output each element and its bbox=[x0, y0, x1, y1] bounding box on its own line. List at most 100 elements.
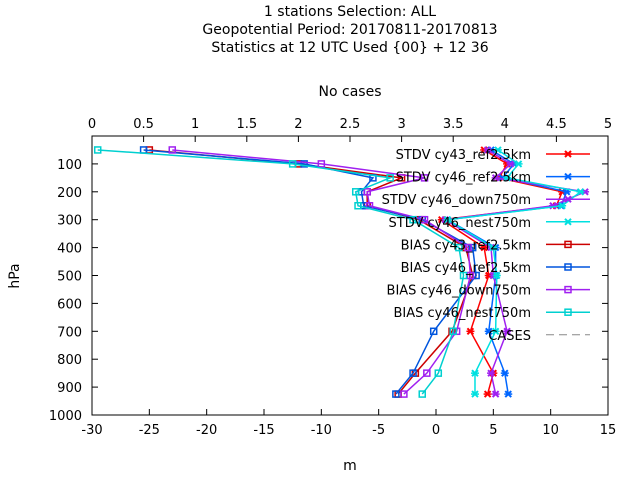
data-point bbox=[363, 188, 371, 196]
data-point bbox=[503, 327, 512, 336]
data-point bbox=[492, 271, 501, 280]
y-tick-label: 900 bbox=[57, 381, 82, 396]
y-tick-label: 300 bbox=[57, 214, 82, 229]
data-point bbox=[434, 369, 443, 377]
x2-axis-label: No cases bbox=[319, 84, 382, 100]
y-tick-label: 400 bbox=[57, 242, 82, 257]
legend-entry: CASES bbox=[488, 329, 590, 344]
x-tick-label: 5 bbox=[489, 423, 497, 438]
y-tick-label: 1000 bbox=[49, 409, 82, 424]
data-point bbox=[470, 369, 479, 377]
title-line-2: Geopotential Period: 20170811-20170813 bbox=[202, 22, 497, 38]
data-point bbox=[423, 369, 431, 377]
data-point bbox=[317, 160, 326, 168]
data-point bbox=[468, 243, 477, 252]
legend-label: BIAS cy46_ref2.5km bbox=[401, 261, 531, 276]
data-point bbox=[455, 243, 463, 252]
data-point bbox=[491, 174, 500, 182]
x2-tick-label: 2.5 bbox=[340, 117, 361, 132]
data-point bbox=[506, 160, 515, 168]
data-point bbox=[514, 160, 523, 168]
legend-label: STDV cy46_down750m bbox=[382, 193, 531, 208]
data-point bbox=[449, 327, 457, 336]
x2-tick-label: 2 bbox=[294, 117, 302, 132]
series-4 bbox=[443, 146, 585, 398]
axis-ticks: -30 -25 -20 -15 -10 -5 0 5 10 15 0 0.5 1 1.5 2 2.5 3 3.5 4… bbox=[49, 117, 616, 438]
data-point bbox=[493, 146, 502, 154]
x-tick-label: -25 bbox=[139, 423, 160, 438]
data-point bbox=[558, 202, 567, 210]
x2-tick-label: 0 bbox=[88, 117, 96, 132]
data-point bbox=[386, 174, 394, 182]
legend-label: BIAS cy46_down750m bbox=[387, 284, 531, 299]
legend-entry: BIAS cy46_ref2.5km bbox=[401, 261, 590, 276]
data-point bbox=[491, 390, 500, 398]
series-line bbox=[172, 149, 472, 395]
data-point bbox=[392, 390, 400, 398]
legend-entry: BIAS cy46_down750m bbox=[387, 284, 590, 299]
series-group bbox=[93, 146, 590, 398]
y-tick-label: 100 bbox=[57, 158, 82, 173]
legend-entry: STDV cy46_down750m bbox=[382, 193, 590, 208]
data-point bbox=[464, 243, 472, 252]
data-point bbox=[418, 390, 426, 398]
x-axis-label: m bbox=[343, 458, 357, 474]
legend-marker bbox=[564, 240, 572, 249]
legend-label: CASES bbox=[488, 329, 531, 344]
legend-entry: STDV cy46_nest750m bbox=[389, 216, 590, 231]
x-tick-label: -20 bbox=[196, 423, 217, 438]
x2-tick-label: 4 bbox=[501, 117, 509, 132]
legend-entry: STDV cy43_ref2.5km bbox=[396, 148, 590, 163]
x2-tick-label: 3.5 bbox=[443, 117, 464, 132]
data-point bbox=[483, 390, 492, 398]
x-tick-label: 0 bbox=[432, 423, 440, 438]
x-tick-label: -5 bbox=[372, 423, 385, 438]
y-tick-label: 700 bbox=[57, 325, 82, 340]
data-point bbox=[420, 174, 429, 182]
data-point bbox=[484, 327, 493, 336]
legend-entry: BIAS cy46_nest750m bbox=[394, 306, 590, 321]
x2-tick-label: 1 bbox=[191, 117, 199, 132]
legend-label: STDV cy43_ref2.5km bbox=[396, 148, 531, 163]
y-axis-label: hPa bbox=[7, 263, 23, 288]
x2-tick-label: 4.5 bbox=[546, 117, 567, 132]
x2-tick-label: 3 bbox=[397, 117, 405, 132]
data-point bbox=[483, 146, 492, 154]
data-point bbox=[300, 160, 308, 168]
x-tick-label: 15 bbox=[600, 423, 617, 438]
x2-tick-label: 1.5 bbox=[236, 117, 257, 132]
data-point bbox=[168, 146, 177, 154]
data-point bbox=[576, 188, 585, 196]
data-point bbox=[470, 390, 479, 398]
legend: STDV cy43_ref2.5km STDV cy46_ref2.5km STDV… bbox=[382, 148, 590, 344]
legend-marker bbox=[564, 285, 572, 294]
y-tick-label: 600 bbox=[57, 297, 82, 312]
title-line-1: 1 stations Selection: ALL bbox=[264, 4, 436, 20]
data-point bbox=[443, 215, 452, 224]
legend-marker bbox=[564, 263, 572, 271]
legend-marker bbox=[564, 172, 572, 181]
data-point bbox=[480, 243, 489, 252]
x-tick-label: 10 bbox=[542, 423, 559, 438]
legend-marker bbox=[564, 218, 572, 226]
legend-label: BIAS cy46_nest750m bbox=[394, 306, 532, 321]
data-point bbox=[288, 160, 297, 168]
data-point bbox=[93, 146, 102, 154]
data-point bbox=[409, 215, 417, 224]
legend-entry: BIAS cy43_ref2.5km bbox=[401, 238, 590, 253]
data-point bbox=[487, 369, 496, 377]
legend-marker bbox=[564, 150, 572, 158]
y-tick-label: 200 bbox=[57, 186, 82, 201]
data-point bbox=[504, 390, 513, 398]
legend-entry: STDV cy46_ref2.5km bbox=[396, 171, 590, 186]
chart-title: 1 stations Selection: ALL Geopotential Pe… bbox=[202, 4, 497, 56]
x-tick-label: -30 bbox=[81, 423, 102, 438]
data-point bbox=[354, 202, 362, 210]
data-point bbox=[351, 188, 360, 196]
legend-label: BIAS cy43_ref2.5km bbox=[401, 238, 531, 253]
data-point bbox=[400, 390, 408, 398]
data-point bbox=[429, 327, 438, 336]
x2-tick-label: 0.5 bbox=[133, 117, 154, 132]
data-point bbox=[459, 271, 468, 280]
